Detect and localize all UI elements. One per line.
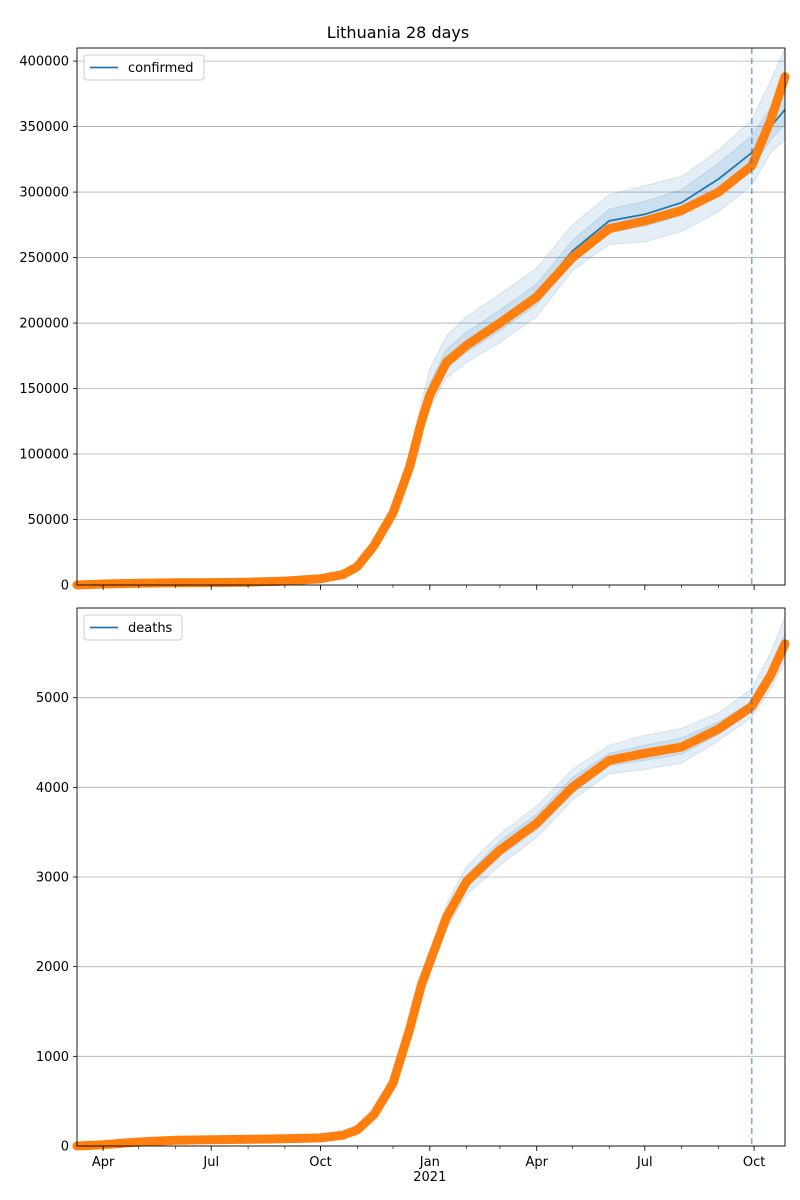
y-tick-label: 5000 xyxy=(36,691,69,706)
legend-box xyxy=(83,54,205,81)
observed-series-line xyxy=(72,72,790,590)
x-tick-year-label: 2021 xyxy=(413,1170,446,1185)
legend-label: deaths xyxy=(128,621,173,636)
y-tick-label: 3000 xyxy=(36,871,69,886)
y-tick-label: 0 xyxy=(61,579,69,594)
x-tick-label: Oct xyxy=(743,1155,765,1170)
x-tick-label: Jul xyxy=(636,1155,653,1170)
y-tick-label: 4000 xyxy=(36,781,69,796)
y-tick-label: 350000 xyxy=(19,120,69,135)
y-tick-label: 100000 xyxy=(19,448,69,463)
chart-title: Lithuania 28 days xyxy=(327,23,469,42)
x-tick-label: Apr xyxy=(92,1155,115,1170)
axes-frame xyxy=(76,607,786,1147)
observed-series-line xyxy=(72,639,790,1151)
x-tick-label: Apr xyxy=(525,1155,548,1170)
y-tick-label: 2000 xyxy=(36,960,69,975)
y-tick-label: 150000 xyxy=(19,382,69,397)
x-tick-label: Jan xyxy=(419,1155,440,1170)
legend-label: confirmed xyxy=(128,61,194,76)
y-tick-label: 300000 xyxy=(19,186,69,201)
legend-box xyxy=(83,614,183,641)
y-tick-label: 250000 xyxy=(19,251,69,266)
axes-frame xyxy=(76,47,786,586)
y-tick-label: 400000 xyxy=(19,55,69,70)
legend: confirmed xyxy=(83,54,205,81)
y-tick-label: 0 xyxy=(61,1140,69,1155)
y-tick-label: 50000 xyxy=(28,513,69,528)
confirmed-panel: 0 50000 100000 150000 200000 250000 300000 3500… xyxy=(19,47,790,594)
y-tick-label: 1000 xyxy=(36,1050,69,1065)
legend: deaths xyxy=(83,614,183,641)
y-tick-label: 200000 xyxy=(19,317,69,332)
x-tick-label: Oct xyxy=(309,1155,331,1170)
x-tick-label: Jul xyxy=(202,1155,219,1170)
